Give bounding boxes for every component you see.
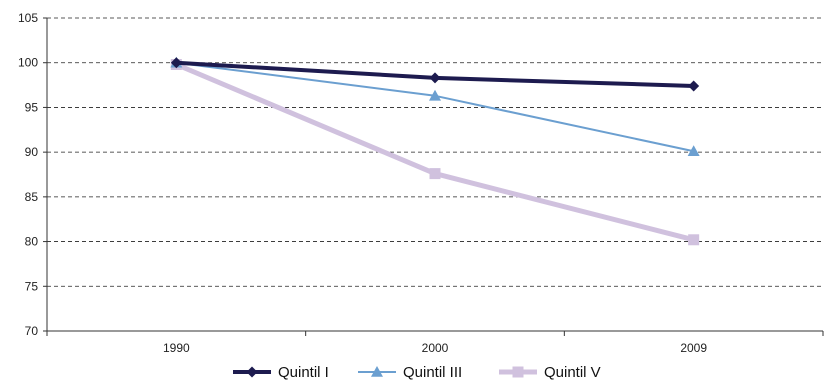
data-point-triangle (429, 89, 441, 101)
data-point-diamond (429, 72, 441, 84)
x-tick-label: 1990 (163, 341, 190, 355)
legend-label: Quintil V (544, 364, 601, 381)
data-point-diamond (170, 57, 182, 69)
legend-marker-triangle (371, 366, 383, 377)
legend-item-quintil-iii: Quintil III (358, 364, 462, 381)
grid-lines (47, 17, 823, 287)
data-point-square (429, 168, 441, 180)
series-lines (170, 56, 700, 246)
series-quintil-i (170, 57, 700, 92)
y-tick-label: 95 (25, 100, 39, 114)
y-tick-label: 75 (25, 279, 39, 293)
y-tick-label: 90 (25, 145, 39, 159)
legend-marker-square (512, 366, 524, 378)
y-tick-label: 100 (18, 56, 38, 70)
y-tick-label: 70 (25, 324, 39, 338)
data-point-diamond (688, 80, 700, 92)
legend: Quintil I Quintil III Quintil V (233, 364, 601, 381)
y-tick-label: 80 (25, 235, 39, 249)
axes: 70 75 80 85 90 95 100 105 1990 2000 2009 (18, 11, 824, 355)
x-tick-label: 2000 (422, 341, 449, 355)
legend-label: Quintil III (403, 364, 462, 381)
legend-label: Quintil I (278, 364, 329, 381)
legend-item-quintil-v: Quintil V (499, 364, 601, 381)
series-quintil-iii (170, 56, 700, 157)
x-tick-label: 2009 (680, 341, 707, 355)
y-tick-label: 85 (25, 190, 39, 204)
y-tick-label: 105 (18, 11, 38, 25)
legend-marker-diamond (246, 366, 258, 378)
legend-item-quintil-i: Quintil I (233, 364, 329, 381)
data-point-square (688, 234, 700, 246)
data-point-triangle (687, 145, 700, 157)
